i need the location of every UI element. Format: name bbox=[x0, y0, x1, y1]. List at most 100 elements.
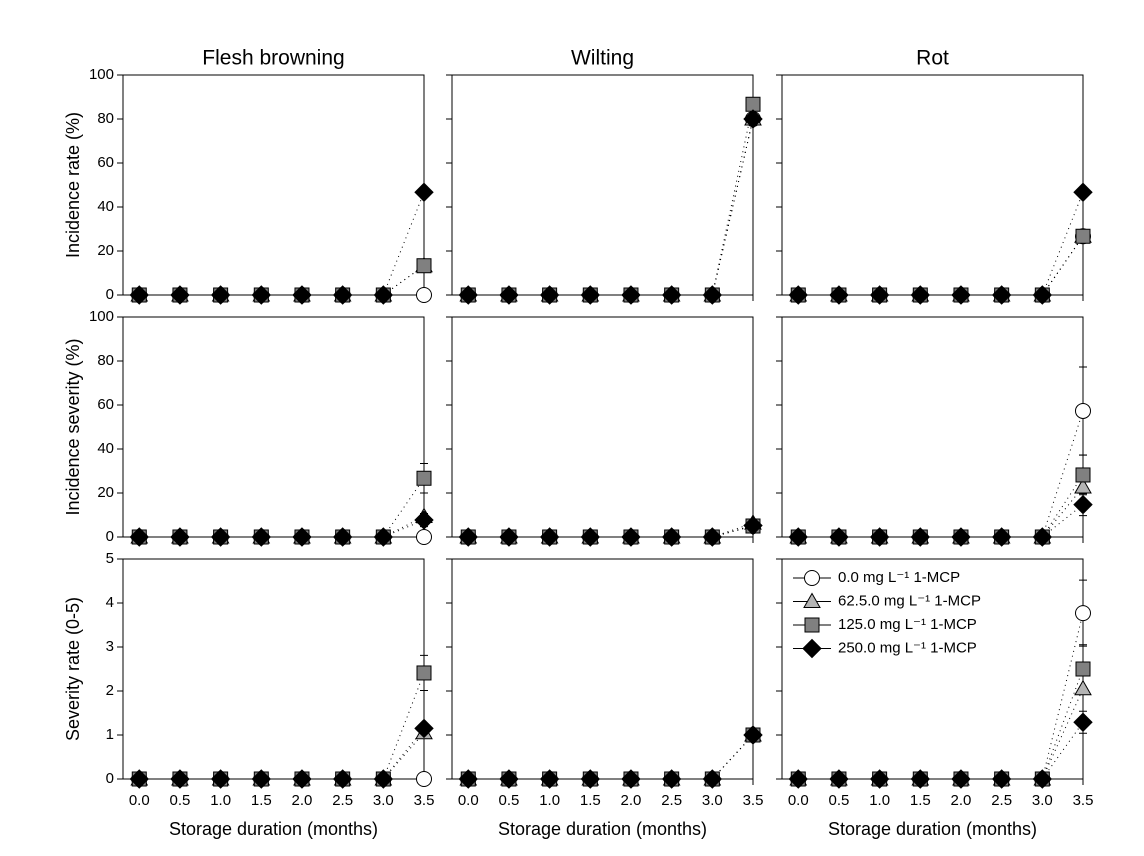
marker-diamond bbox=[292, 769, 312, 789]
panel: Rot bbox=[776, 47, 1093, 305]
marker-diamond bbox=[1032, 769, 1053, 789]
x-tick-label: 3.0 bbox=[373, 792, 394, 809]
marker-diamond bbox=[621, 527, 641, 547]
marker-diamond bbox=[743, 109, 763, 129]
series-line bbox=[798, 668, 1084, 780]
marker-diamond bbox=[499, 527, 519, 547]
panel: Wilting bbox=[446, 47, 763, 305]
y-tick-label: 80 bbox=[97, 110, 114, 127]
marker-square bbox=[745, 96, 761, 112]
marker-diamond bbox=[661, 285, 682, 305]
series-line bbox=[798, 235, 1084, 296]
x-tick-label: 2.0 bbox=[951, 792, 972, 809]
marker-diamond bbox=[129, 285, 149, 305]
marker-diamond bbox=[951, 285, 971, 305]
y-tick-label: 20 bbox=[97, 242, 114, 259]
plot-frame bbox=[122, 558, 425, 780]
series-line bbox=[468, 118, 754, 296]
marker-square bbox=[1075, 467, 1091, 483]
legend-label: 62.5.0 mg L⁻¹ 1-MCP bbox=[838, 592, 981, 609]
marker-diamond bbox=[1073, 182, 1093, 202]
x-axis-label: Storage duration (months) bbox=[169, 819, 378, 839]
marker-diamond bbox=[991, 527, 1012, 547]
marker-diamond bbox=[332, 769, 353, 789]
marker-diamond bbox=[910, 769, 931, 789]
y-tick-label: 100 bbox=[89, 308, 114, 325]
marker-diamond bbox=[661, 769, 682, 789]
marker-circle bbox=[804, 570, 820, 586]
legend-label: 250.0 mg L⁻¹ 1-MCP bbox=[838, 639, 977, 656]
y-tick-label: 20 bbox=[97, 484, 114, 501]
y-axis-label: Severity rate (0-5) bbox=[63, 597, 83, 741]
series-line bbox=[468, 104, 754, 296]
x-tick-label: 0.0 bbox=[129, 792, 150, 809]
marker-diamond bbox=[251, 527, 272, 547]
plot-frame bbox=[781, 316, 1084, 538]
x-tick-label: 1.5 bbox=[580, 792, 601, 809]
panel: Storage duration (months) 0.0 0.5 1.0 1.5 2.0… bbox=[776, 558, 1093, 839]
x-tick-label: 1.0 bbox=[539, 792, 560, 809]
marker-diamond bbox=[702, 285, 723, 305]
y-tick-label: 3 bbox=[106, 638, 114, 655]
marker-diamond bbox=[1032, 527, 1053, 547]
series-line bbox=[468, 118, 754, 296]
marker-diamond bbox=[170, 285, 190, 305]
marker-diamond bbox=[251, 285, 272, 305]
panel-title: Flesh browning bbox=[202, 47, 344, 70]
marker-diamond bbox=[129, 769, 149, 789]
marker-diamond bbox=[621, 285, 641, 305]
plot-frame bbox=[451, 74, 754, 296]
series-line bbox=[139, 477, 425, 538]
series-line bbox=[798, 192, 1084, 296]
marker-diamond bbox=[910, 285, 931, 305]
x-tick-label: 2.0 bbox=[292, 792, 313, 809]
marker-diamond bbox=[332, 285, 353, 305]
series-line bbox=[139, 672, 425, 780]
marker-triangle bbox=[1074, 478, 1092, 494]
x-axis-label: Storage duration (months) bbox=[828, 819, 1037, 839]
marker-diamond bbox=[499, 769, 519, 789]
marker-diamond bbox=[332, 527, 353, 547]
marker-circle bbox=[1075, 402, 1091, 419]
marker-diamond bbox=[829, 285, 849, 305]
panel: Flesh browning Incidence rate (%) 0 20 40 60 8… bbox=[63, 47, 434, 305]
series-line bbox=[798, 235, 1084, 296]
marker-diamond bbox=[458, 769, 478, 789]
marker-square bbox=[416, 470, 432, 486]
y-tick-label: 100 bbox=[89, 66, 114, 83]
series-line bbox=[139, 192, 425, 296]
panel: Incidence severity (%) 0 20 40 60 80 100 bbox=[63, 308, 434, 547]
y-tick-label: 60 bbox=[97, 154, 114, 171]
marker-diamond bbox=[829, 527, 849, 547]
marker-diamond bbox=[869, 769, 890, 789]
marker-diamond bbox=[414, 510, 434, 530]
y-tick-label: 1 bbox=[106, 726, 114, 743]
marker-diamond bbox=[373, 527, 394, 547]
x-tick-label: 3.5 bbox=[414, 792, 435, 809]
plot-frame bbox=[122, 316, 425, 538]
marker-diamond bbox=[702, 527, 723, 547]
marker-circle bbox=[416, 771, 432, 787]
marker-diamond bbox=[1032, 285, 1053, 305]
marker-diamond bbox=[580, 285, 601, 305]
marker-diamond bbox=[702, 769, 723, 789]
legend-label: 125.0 mg L⁻¹ 1-MCP bbox=[838, 616, 977, 633]
y-tick-label: 2 bbox=[106, 682, 114, 699]
y-axis-label: Incidence rate (%) bbox=[63, 112, 83, 258]
marker-diamond bbox=[788, 527, 808, 547]
x-axis-label: Storage duration (months) bbox=[498, 819, 707, 839]
marker-circle bbox=[416, 529, 432, 545]
marker-triangle bbox=[1074, 679, 1092, 696]
marker-diamond bbox=[788, 769, 808, 789]
marker-diamond bbox=[210, 527, 231, 547]
y-tick-label: 5 bbox=[106, 550, 114, 567]
marker-diamond bbox=[539, 285, 560, 305]
plot-frame bbox=[781, 74, 1084, 296]
series-line bbox=[798, 688, 1084, 780]
y-tick-label: 0 bbox=[106, 770, 114, 787]
marker-diamond bbox=[373, 285, 394, 305]
x-tick-label: 1.5 bbox=[251, 792, 272, 809]
marker-square bbox=[804, 617, 820, 633]
